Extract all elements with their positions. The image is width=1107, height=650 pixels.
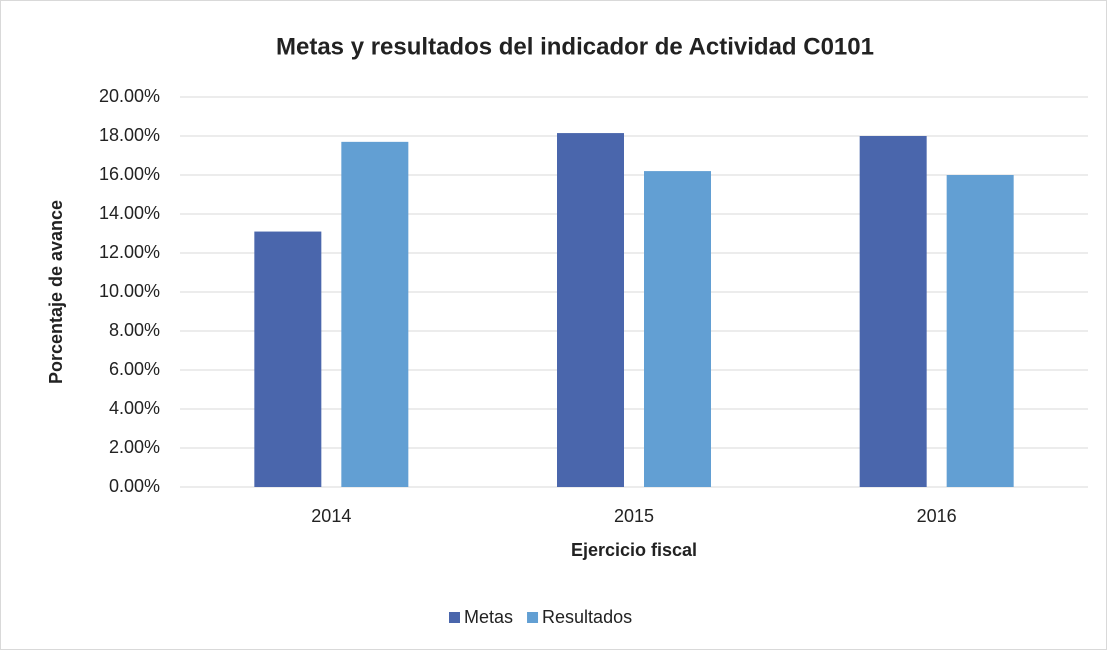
bar [946,175,1014,487]
bar [341,141,409,487]
y-axis-title: Porcentaje de avance [46,200,66,384]
y-tick-label: 14.00% [99,203,160,223]
y-tick-label: 16.00% [99,164,160,184]
legend-swatch [449,612,460,623]
bar [254,231,322,487]
y-tick-label: 18.00% [99,125,160,145]
legend-label: Metas [464,607,513,627]
y-tick-label: 10.00% [99,281,160,301]
y-tick-label: 8.00% [109,320,160,340]
bar [557,133,624,487]
y-tick-label: 4.00% [109,398,160,418]
chart-title: Metas y resultados del indicador de Acti… [276,33,874,60]
x-tick-label: 2015 [614,506,654,526]
legend-label: Resultados [542,607,632,627]
y-tick-label: 12.00% [99,242,160,262]
bar [859,136,927,487]
y-tick-label: 0.00% [109,476,160,496]
y-tick-label: 2.00% [109,437,160,457]
legend-swatch [527,612,539,623]
y-tick-label: 20.00% [99,86,160,106]
bar [644,171,711,487]
x-axis-title: Ejercicio fiscal [571,540,697,560]
x-tick-label: 2016 [917,506,957,526]
y-tick-label: 6.00% [109,359,160,379]
x-tick-label: 2014 [311,506,351,526]
